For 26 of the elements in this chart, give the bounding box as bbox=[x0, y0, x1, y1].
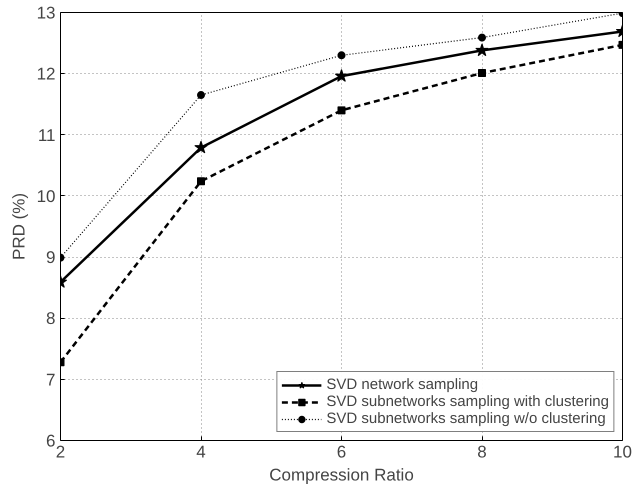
x-tick-label: 4 bbox=[196, 442, 206, 462]
point bbox=[197, 177, 205, 186]
point bbox=[338, 106, 346, 114]
legend-label: SVD subnetworks sampling with clustering bbox=[326, 393, 609, 410]
legend-label: SVD network sampling bbox=[326, 376, 478, 393]
point bbox=[338, 51, 346, 60]
x-tick-label: 10 bbox=[613, 442, 632, 462]
y-tick-label: 12 bbox=[36, 64, 56, 84]
point bbox=[197, 91, 205, 100]
point bbox=[194, 140, 208, 154]
x-axis-title: Compression Ratio bbox=[269, 466, 414, 484]
point bbox=[478, 69, 486, 78]
y-tick-label: 9 bbox=[46, 248, 56, 268]
y-tick-label: 10 bbox=[36, 186, 56, 206]
y-axis-title: PRD (%) bbox=[10, 192, 29, 260]
y-tick-label: 7 bbox=[46, 370, 56, 390]
point bbox=[475, 43, 489, 56]
y-tick-label: 8 bbox=[46, 309, 56, 328]
x-tick-label: 8 bbox=[477, 442, 487, 462]
y-tick-label: 11 bbox=[38, 126, 56, 145]
point bbox=[334, 69, 348, 82]
point bbox=[478, 34, 486, 42]
y-tick-label: 13 bbox=[36, 4, 56, 22]
legend-label: SVD subnetworks sampling w/o clustering bbox=[326, 410, 606, 427]
x-tick-label: 6 bbox=[336, 442, 346, 462]
x-tick-label: 2 bbox=[56, 442, 66, 462]
